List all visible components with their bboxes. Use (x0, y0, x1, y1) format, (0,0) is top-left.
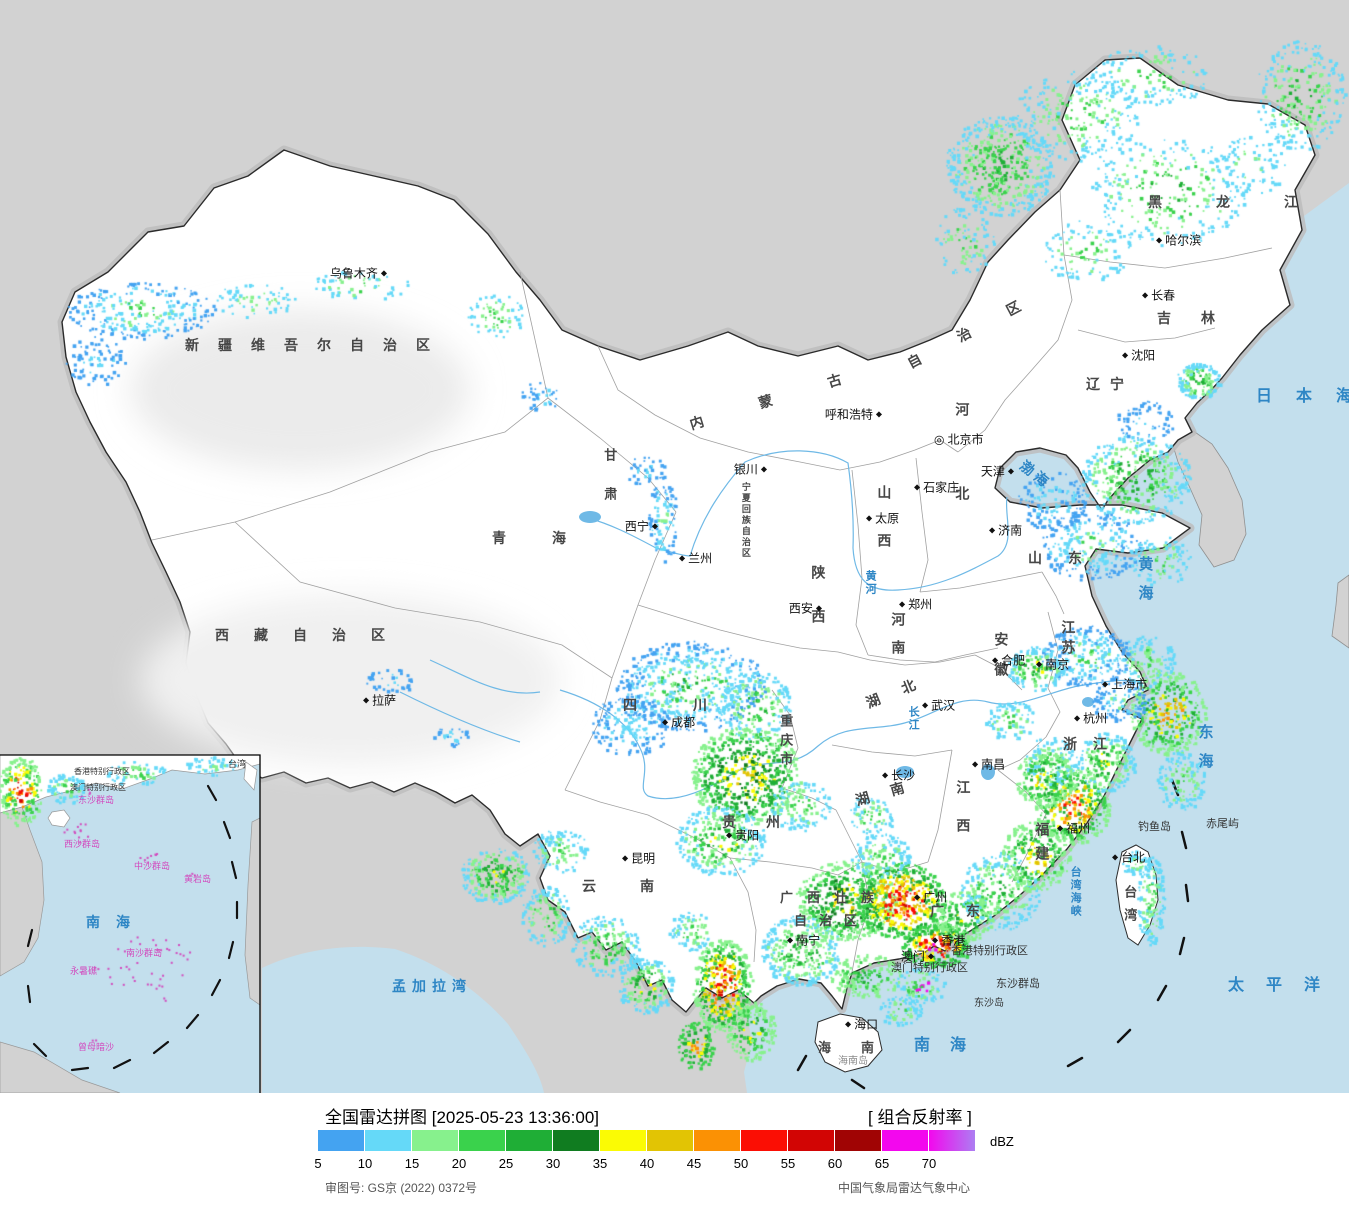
colorbar-segment-70 (929, 1130, 976, 1151)
colorbar-segment-65 (882, 1130, 929, 1151)
colorbar-segment-5 (318, 1130, 365, 1151)
colorbar-segment-20 (459, 1130, 506, 1151)
china-radar-map: 新疆维吾尔自治区 西藏自治区 青海 甘肃 内蒙古 自治区 宁夏回族自治区 陕西 山西 河北 山东 河南… (0, 0, 1349, 1093)
colorbar-segment-30 (553, 1130, 600, 1151)
tick-55: 55 (780, 1156, 796, 1171)
dbz-colorbar (318, 1130, 976, 1151)
tick-50: 50 (733, 1156, 749, 1171)
tick-40: 40 (639, 1156, 655, 1171)
colorbar-segment-10 (365, 1130, 412, 1151)
tick-10: 10 (357, 1156, 373, 1171)
tick-65: 65 (874, 1156, 890, 1171)
colorbar-segment-25 (506, 1130, 553, 1151)
product-label: [ 组合反射率 ] (868, 1108, 972, 1127)
unit-label: dBZ (990, 1134, 1014, 1149)
relief-shading-tibet (140, 595, 560, 765)
relief-shading-tarim (130, 310, 470, 470)
south-china-sea-inset (0, 754, 261, 1093)
colorbar-segment-55 (788, 1130, 835, 1151)
legend-bar: 全国雷达拼图 [2025-05-23 13:36:00] [ 组合反射率 ] d… (0, 1093, 1349, 1208)
colorbar-segment-60 (835, 1130, 882, 1151)
colorbar-segment-45 (694, 1130, 741, 1151)
tick-25: 25 (498, 1156, 514, 1171)
basemap-svg (0, 0, 1349, 1093)
tick-20: 20 (451, 1156, 467, 1171)
map-title: 全国雷达拼图 [2025-05-23 13:36:00] (325, 1108, 600, 1127)
tick-30: 30 (545, 1156, 561, 1171)
tick-35: 35 (592, 1156, 608, 1171)
colorbar-segment-40 (647, 1130, 694, 1151)
approval-number: 审图号: GS京 (2022) 0372号 (325, 1181, 478, 1195)
colorbar-segment-50 (741, 1130, 788, 1151)
tick-15: 15 (404, 1156, 420, 1171)
tick-45: 45 (686, 1156, 702, 1171)
tick-5: 5 (314, 1156, 322, 1171)
colorbar-segment-35 (600, 1130, 647, 1151)
credit-label: 中国气象局雷达气象中心 (838, 1181, 971, 1195)
tick-60: 60 (827, 1156, 843, 1171)
colorbar-segment-15 (412, 1130, 459, 1151)
tick-70: 70 (921, 1156, 937, 1171)
